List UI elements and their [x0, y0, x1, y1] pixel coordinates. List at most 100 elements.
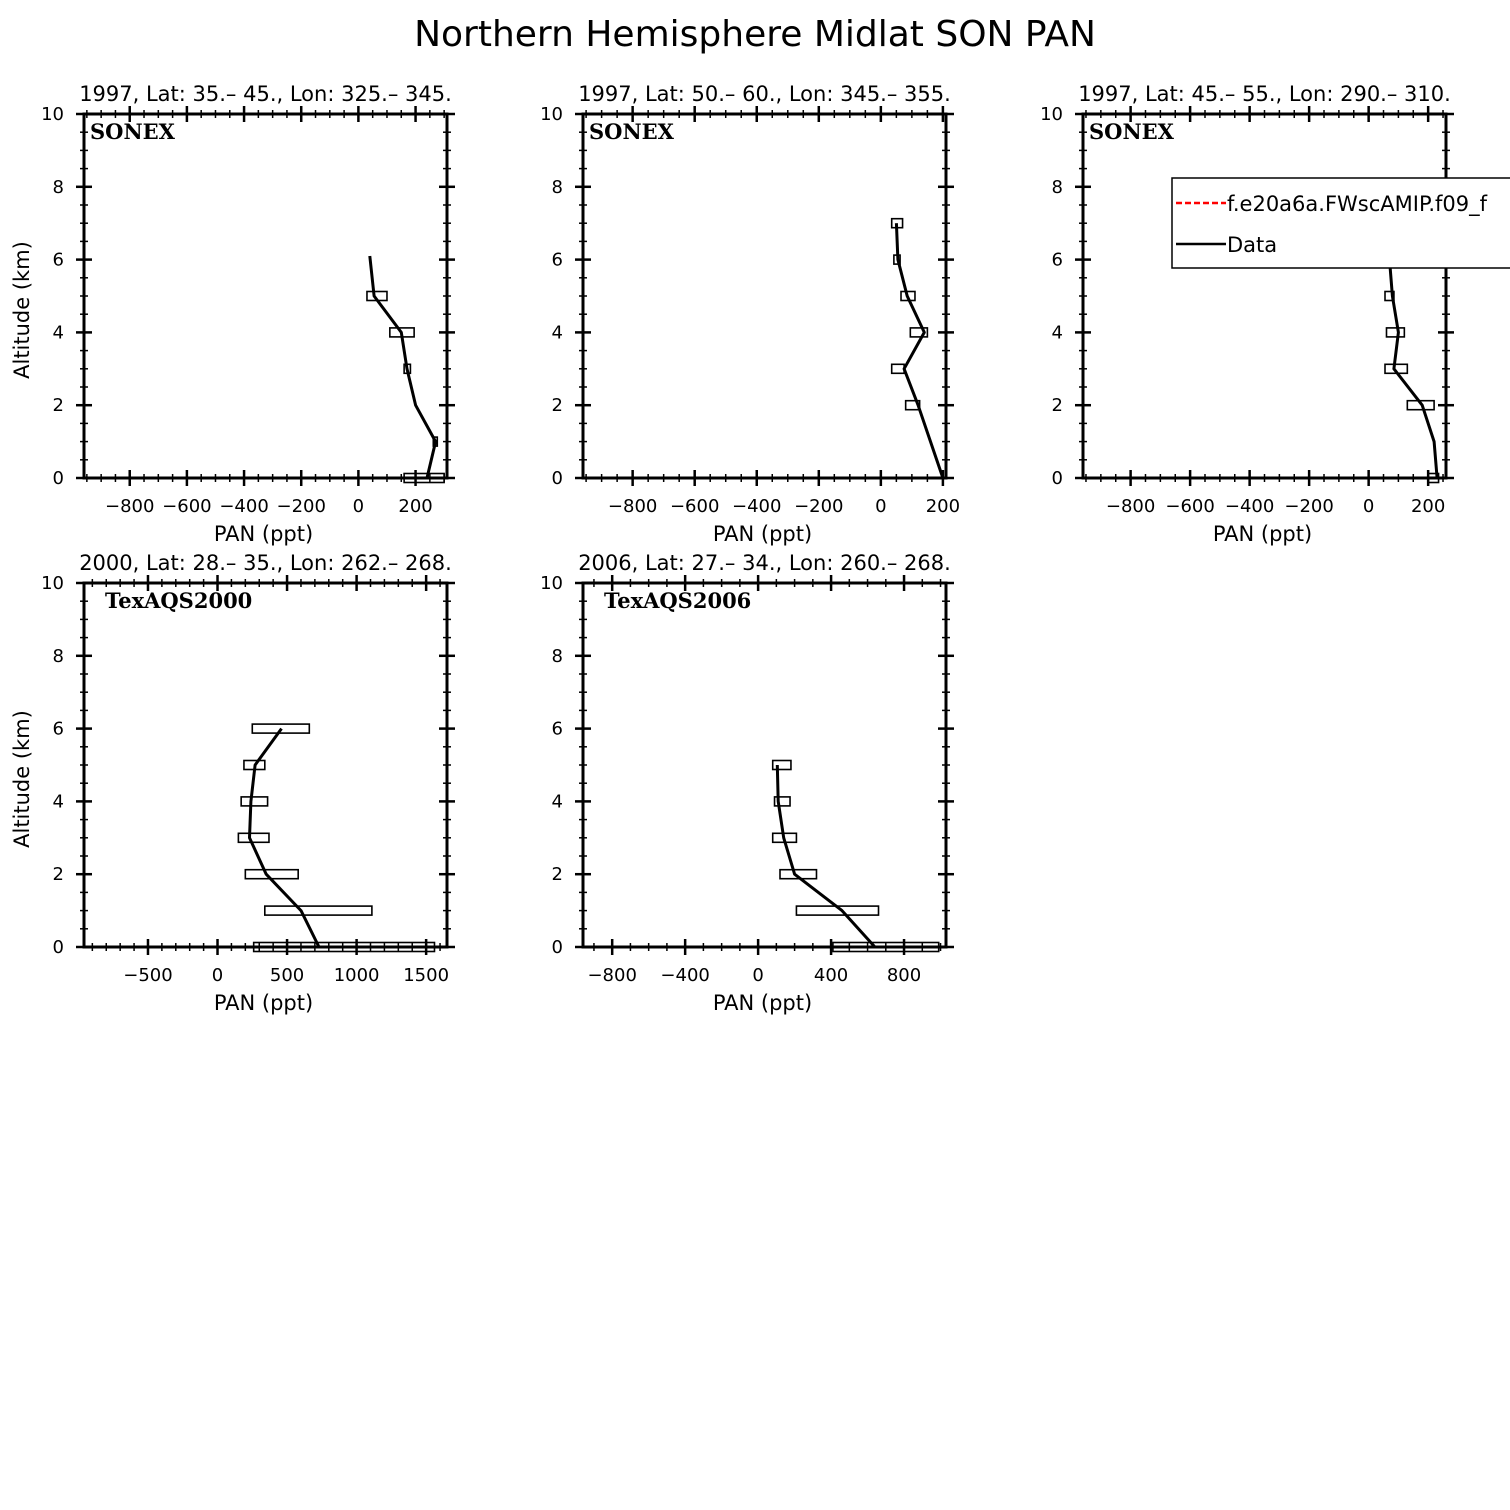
panel-title: 2000, Lat: 28.– 35., Lon: 262.– 268.: [79, 551, 452, 575]
campaign-label: TexAQS2000: [105, 588, 252, 613]
range-box: [251, 723, 311, 734]
campaign-label: SONEX: [589, 119, 675, 144]
x-tick-label: 400: [814, 965, 848, 986]
y-tick-label: 0: [552, 937, 563, 958]
x-tick-label: −800: [105, 496, 154, 517]
x-axis-label: PAN (ppt): [1213, 522, 1312, 546]
panels: 1997, Lat: 35.– 45., Lon: 325.– 345. 0 2 4 6…: [10, 82, 1454, 1015]
x-tick-label: 1000: [334, 965, 380, 986]
y-tick-label: 10: [540, 573, 563, 594]
plot-frame: [581, 581, 948, 949]
range-box: [403, 472, 445, 484]
y-tick-label: 6: [552, 250, 563, 271]
x-tick-label: −400: [219, 496, 268, 517]
panel-2: 1997, Lat: 50.– 60., Lon: 345.– 355. 0 2 4 6…: [540, 82, 960, 546]
x-axis-label: PAN (ppt): [713, 991, 812, 1015]
data-line: [368, 255, 438, 479]
range-box: [1385, 327, 1406, 338]
y-tick-label: 0: [53, 468, 64, 489]
legend-label: f.e20a6a.FWscAMIP.f09_f: [1227, 192, 1488, 217]
x-tick-label: 200: [398, 496, 432, 517]
y-tick-label: 4: [552, 322, 563, 343]
x-tick-label: 0: [212, 965, 223, 986]
x-tick-label: −200: [794, 496, 843, 517]
x-tick-label: 800: [887, 965, 921, 986]
data-line: [894, 223, 945, 479]
x-tick-label: −400: [660, 965, 709, 986]
panel-5: 2006, Lat: 27.– 34., Lon: 260.– 268. 0 2 4 6…: [540, 551, 954, 1015]
y-tick-label: 8: [552, 177, 563, 198]
x-tick-label: −500: [123, 965, 172, 986]
campaign-label: SONEX: [1089, 119, 1175, 144]
range-box: [264, 905, 373, 916]
y-tick-label: 0: [552, 468, 563, 489]
x-tick-label: 0: [1363, 496, 1374, 517]
panel-1: 1997, Lat: 35.– 45., Lon: 325.– 345. 0 2 4 6…: [10, 82, 455, 546]
panel-title: 1997, Lat: 35.– 45., Lon: 325.– 345.: [79, 82, 452, 106]
legend-box: [1171, 177, 1510, 269]
range-box: [244, 868, 299, 880]
campaign-label: TexAQS2006: [604, 588, 751, 613]
x-tick-label: −400: [1225, 496, 1274, 517]
range-box: [832, 941, 940, 953]
panel-3: 1997, Lat: 45.– 55., Lon: 290.– 310. 0 2 4 6…: [1040, 82, 1454, 546]
plot-frame: [82, 581, 449, 949]
x-tick-label: −600: [670, 496, 719, 517]
panel-title: 1997, Lat: 50.– 60., Lon: 345.– 355.: [578, 82, 951, 106]
panel-title: 2006, Lat: 27.– 34., Lon: 260.– 268.: [578, 551, 951, 575]
y-tick-label: 2: [552, 864, 563, 885]
y-tick-label: 4: [53, 791, 64, 812]
x-tick-label: 200: [1411, 496, 1445, 517]
x-tick-label: 200: [926, 496, 960, 517]
range-box: [237, 832, 270, 844]
y-tick-label: 2: [53, 395, 64, 416]
legend: f.e20a6a.FWscAMIP.f09_f Data: [1171, 177, 1510, 269]
range-box: [909, 327, 929, 338]
y-tick-label: 4: [1052, 322, 1063, 343]
plot-frame: [82, 112, 449, 480]
x-tick-label: −600: [162, 496, 211, 517]
range-box: [773, 796, 791, 807]
x-tick-label: 1500: [403, 965, 449, 986]
y-tick-label: 10: [1040, 104, 1063, 125]
y-tick-label: 2: [53, 864, 64, 885]
x-tick-label: −600: [1165, 496, 1214, 517]
y-tick-label: 2: [552, 395, 563, 416]
range-box: [252, 941, 436, 953]
y-tick-label: 8: [1052, 177, 1063, 198]
plot-frame: [1081, 112, 1448, 480]
data-line: [775, 764, 877, 949]
panel-title: 1997, Lat: 45.– 55., Lon: 290.– 310.: [1078, 82, 1451, 106]
x-tick-label: −200: [1284, 496, 1333, 517]
x-axis-label: PAN (ppt): [214, 522, 313, 546]
x-tick-label: 0: [353, 496, 364, 517]
y-tick-label: 0: [53, 937, 64, 958]
data-line: [248, 727, 321, 948]
y-tick-label: 4: [53, 322, 64, 343]
range-box: [1384, 290, 1395, 302]
y-tick-label: 6: [1052, 250, 1063, 271]
x-tick-label: −800: [608, 496, 657, 517]
y-tick-label: 4: [552, 791, 563, 812]
x-tick-label: −200: [277, 496, 326, 517]
x-tick-label: 0: [875, 496, 886, 517]
y-tick-label: 10: [41, 104, 64, 125]
campaign-label: SONEX: [90, 119, 176, 144]
y-axis-label: Altitude (km): [10, 241, 34, 379]
range-box: [1427, 472, 1440, 484]
x-tick-label: −800: [587, 965, 636, 986]
x-axis-label: PAN (ppt): [214, 991, 313, 1015]
y-tick-label: 8: [53, 646, 64, 667]
panel-4: 2000, Lat: 28.– 35., Lon: 262.– 268. 0 2 4 6…: [10, 551, 455, 1015]
plot-frame: [581, 112, 948, 480]
y-tick-label: 0: [1052, 468, 1063, 489]
range-box: [771, 759, 792, 771]
range-box: [240, 796, 269, 807]
y-tick-label: 10: [41, 573, 64, 594]
main-title: Northern Hemisphere Midlat SON PAN: [414, 14, 1096, 55]
y-tick-label: 6: [53, 719, 64, 740]
y-tick-label: 6: [53, 250, 64, 271]
x-tick-label: 500: [270, 965, 304, 986]
y-tick-label: 8: [552, 646, 563, 667]
